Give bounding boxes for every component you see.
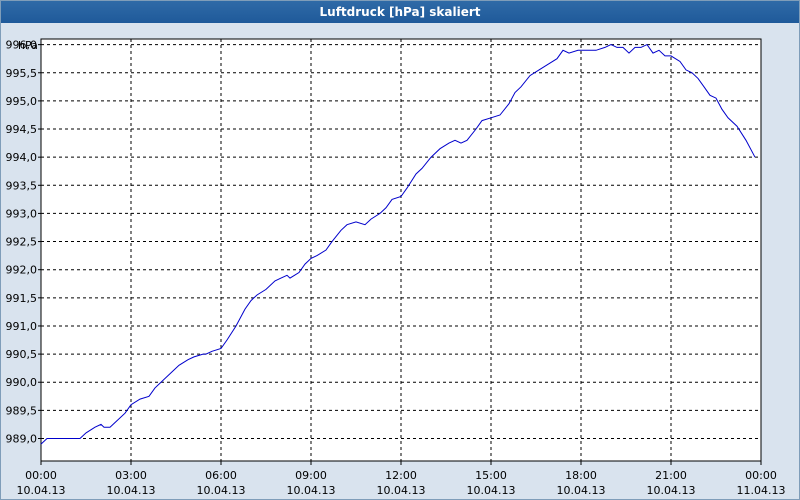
x-tick-date: 10.04.13: [287, 484, 336, 497]
y-tick-label: 995,5: [6, 67, 38, 80]
x-tick-time: 00:00: [25, 469, 57, 482]
y-tick-label: 992,5: [6, 236, 38, 249]
y-tick-label: 990,0: [6, 376, 38, 389]
y-tick-label: 991,5: [6, 292, 38, 305]
x-axis: 00:00 10.04.13 03:00 10.04.13 06:00 10.04.13 0…: [17, 461, 786, 497]
x-tick-time: 15:00: [475, 469, 507, 482]
x-tick-date: 10.04.13: [467, 484, 516, 497]
grid-lines: [41, 39, 761, 461]
x-tick-time: 21:00: [655, 469, 687, 482]
x-tick-date: 10.04.13: [377, 484, 426, 497]
series-group: [40, 43, 756, 445]
x-tick-date: 10.04.13: [17, 484, 66, 497]
x-tick-date: 10.04.13: [197, 484, 246, 497]
x-tick-date: 10.04.13: [107, 484, 156, 497]
x-tick-time: 12:00: [385, 469, 417, 482]
y-tick-label: 991,0: [6, 320, 38, 333]
y-tick-label: 995,0: [6, 95, 38, 108]
y-tick-label: 989,0: [6, 432, 38, 445]
y-tick-label: 990,5: [6, 348, 38, 361]
y-axis-unit-label: hPa: [18, 39, 38, 52]
y-tick-label: 993,0: [6, 207, 38, 220]
x-tick-date: 10.04.13: [557, 484, 606, 497]
y-tick-label: 994,0: [6, 151, 38, 164]
y-tick-label: 992,0: [6, 264, 38, 277]
y-tick-label: 989,5: [6, 404, 38, 417]
y-tick-label: 996,0: [6, 39, 38, 52]
y-axis: 989,0 989,5 990,0 990,5 991,0 991,5 992,0 992,5…: [6, 39, 41, 445]
pressure-series-line: [40, 43, 756, 445]
x-tick-time: 03:00: [115, 469, 147, 482]
window-title: Luftdruck [hPa] skaliert: [1, 1, 799, 23]
x-tick-date: 10.04.13: [647, 484, 696, 497]
y-tick-label: 994,5: [6, 123, 38, 136]
x-tick-time: 06:00: [205, 469, 237, 482]
x-tick-date: 11.04.13: [737, 484, 786, 497]
x-tick-time: 00:00: [745, 469, 777, 482]
pressure-chart: 989,0 989,5 990,0 990,5 991,0 991,5 992,0 992,5…: [6, 38, 786, 497]
x-tick-time: 09:00: [295, 469, 327, 482]
x-tick-time: 18:00: [565, 469, 597, 482]
y-tick-label: 993,5: [6, 179, 38, 192]
